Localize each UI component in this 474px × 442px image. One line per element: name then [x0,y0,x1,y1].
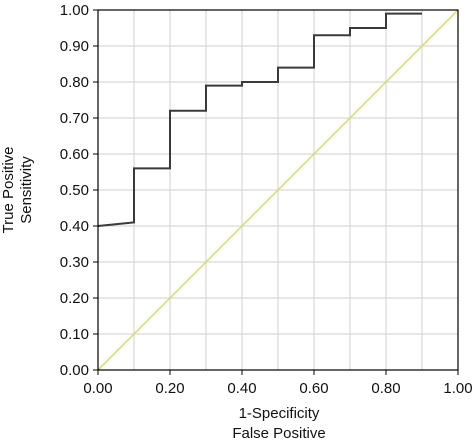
x-tick-label: 0.00 [83,380,112,397]
y-axis-ticks: 0.00 0.10 0.20 0.30 0.40 0.50 0.60 0.70 0.80 0.90… [60,2,98,379]
y-tick-label: 0.80 [60,74,89,91]
y-tick-label: 0.20 [60,290,89,307]
x-tick-label: 0.40 [227,380,256,397]
y-tick-label: 0.10 [60,326,89,343]
y-tick-label: 0.40 [60,218,89,235]
plot-frame [97,9,459,371]
roc-curve-line [97,12,422,227]
x-axis-ticks: 0.00 0.20 0.40 0.60 0.80 1.00 [83,370,473,397]
x-axis-title-line-1: 1-Specificity [239,405,320,422]
x-tick-label: 0.60 [299,380,328,397]
x-tick-label: 0.20 [155,380,184,397]
y-axis-title-line-2: Sensitivity [18,156,35,224]
y-tick-label: 1.00 [60,2,89,19]
y-axis-title-line-1: True Positive [0,147,17,234]
y-tick-label: 0.60 [60,146,89,163]
x-tick-label: 1.00 [443,380,472,397]
y-tick-label: 0.70 [60,110,89,127]
y-tick-label: 0.30 [60,254,89,271]
x-axis-title-line-2: False Positive [232,425,325,442]
reference-diagonal-line [97,9,459,371]
y-tick-label: 0.00 [60,362,89,379]
y-tick-label: 0.50 [60,182,89,199]
y-tick-label: 0.90 [60,38,89,55]
x-tick-label: 0.80 [371,380,400,397]
series-layer [97,9,459,371]
